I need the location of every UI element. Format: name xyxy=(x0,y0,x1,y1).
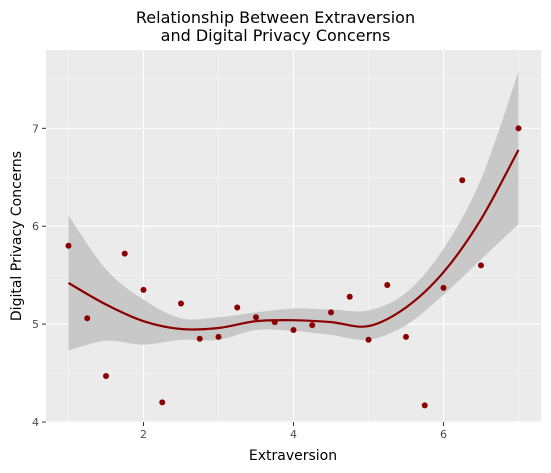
data-point xyxy=(84,315,91,322)
data-point xyxy=(309,322,316,329)
data-point xyxy=(346,293,353,300)
y-axis-ticks: 4 5 6 7 xyxy=(32,122,46,429)
data-point xyxy=(65,242,72,249)
y-axis-label: Digital Privacy Concerns xyxy=(9,151,25,321)
data-point xyxy=(365,336,372,343)
data-point xyxy=(140,286,147,293)
data-point xyxy=(328,309,334,316)
smooth-trend-line xyxy=(67,149,520,331)
data-point xyxy=(421,402,428,409)
data-point xyxy=(459,177,466,184)
data-point xyxy=(271,319,278,326)
data-point xyxy=(440,284,447,291)
data-point xyxy=(253,314,259,321)
data-point xyxy=(384,281,391,288)
x-tick-label: 2 xyxy=(140,428,147,441)
y-tick-label: 7 xyxy=(32,122,39,135)
x-axis-label: Extraversion xyxy=(249,448,337,464)
data-point xyxy=(478,262,484,269)
y-tick-label: 6 xyxy=(32,220,39,233)
data-point xyxy=(403,333,409,340)
data-point xyxy=(121,250,128,257)
x-tick-label: 4 xyxy=(290,428,297,441)
data-point xyxy=(234,304,241,311)
data-point xyxy=(290,326,297,333)
y-tick-label: 4 xyxy=(32,416,39,429)
x-axis-ticks: 2 4 6 xyxy=(140,422,447,441)
data-point xyxy=(178,300,184,307)
data-point xyxy=(215,333,222,340)
chart-title-line-2: and Digital Privacy Concerns xyxy=(160,26,391,45)
data-points xyxy=(65,125,522,409)
data-point xyxy=(103,372,109,379)
data-point xyxy=(159,399,166,406)
x-tick-label: 6 xyxy=(440,428,447,441)
chart-title-line-1: Relationship Between Extraversion xyxy=(135,8,416,27)
data-point xyxy=(196,335,203,342)
confidence-ribbon xyxy=(68,71,519,351)
y-tick-label: 5 xyxy=(32,318,39,331)
data-point xyxy=(515,125,522,132)
